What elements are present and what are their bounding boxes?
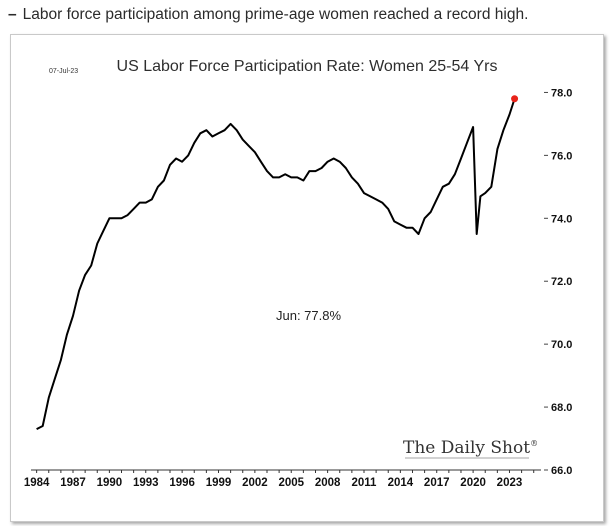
x-tick-label: 2002 bbox=[242, 477, 268, 489]
brand-mark: ® bbox=[530, 439, 538, 448]
y-tick-label: 68.0 bbox=[551, 402, 572, 414]
x-tick-label: 1999 bbox=[206, 477, 232, 489]
x-tick-label: 1987 bbox=[60, 477, 86, 489]
x-tick-label: 2023 bbox=[497, 477, 523, 489]
chart-frame: 07-Jul-23 US Labor Force Participation R… bbox=[10, 34, 604, 522]
y-tick-label: 72.0 bbox=[551, 276, 572, 288]
y-tick-label: 76.0 bbox=[551, 150, 572, 162]
annotation-latest: Jun: 77.8% bbox=[276, 308, 341, 323]
x-tick-label: 1984 bbox=[24, 477, 50, 489]
x-tick-label: 1990 bbox=[97, 477, 123, 489]
caption: – Labor force participation among prime-a… bbox=[8, 6, 528, 24]
x-tick-label: 2017 bbox=[424, 477, 450, 489]
y-tick-label: 70.0 bbox=[551, 339, 572, 351]
brand-text: The Daily Shot bbox=[403, 438, 530, 458]
x-tick-label: 2014 bbox=[388, 477, 414, 489]
x-tick-label: 1993 bbox=[133, 477, 159, 489]
x-tick-label: 2005 bbox=[278, 477, 304, 489]
y-tick-label: 74.0 bbox=[551, 213, 572, 225]
x-tick-label: 2011 bbox=[352, 477, 378, 489]
x-tick-label: 2008 bbox=[315, 477, 341, 489]
x-axis: 1984 1987 1990 1993 1996 1999 2002 2005 2008 2011… bbox=[24, 469, 541, 489]
series-line bbox=[36, 98, 516, 430]
y-tick-label: 78.0 bbox=[551, 87, 572, 99]
x-tick-label: 2020 bbox=[460, 477, 486, 489]
chart-title: US Labor Force Participation Rate: Women… bbox=[117, 58, 498, 75]
y-tick-label: 66.0 bbox=[551, 465, 572, 477]
brand-logo: The Daily Shot® bbox=[403, 438, 538, 458]
caption-text: Labor force participation among prime-ag… bbox=[22, 6, 529, 23]
chart-canvas: 07-Jul-23 US Labor Force Participation R… bbox=[24, 58, 573, 489]
x-tick-label: 1996 bbox=[169, 477, 195, 489]
last-value-marker bbox=[511, 95, 519, 103]
y-axis: 66.0 68.0 70.0 72.0 74.0 76.0 78.0 bbox=[544, 87, 572, 477]
chart-date: 07-Jul-23 bbox=[49, 68, 78, 75]
caption-dash: – bbox=[8, 6, 17, 23]
